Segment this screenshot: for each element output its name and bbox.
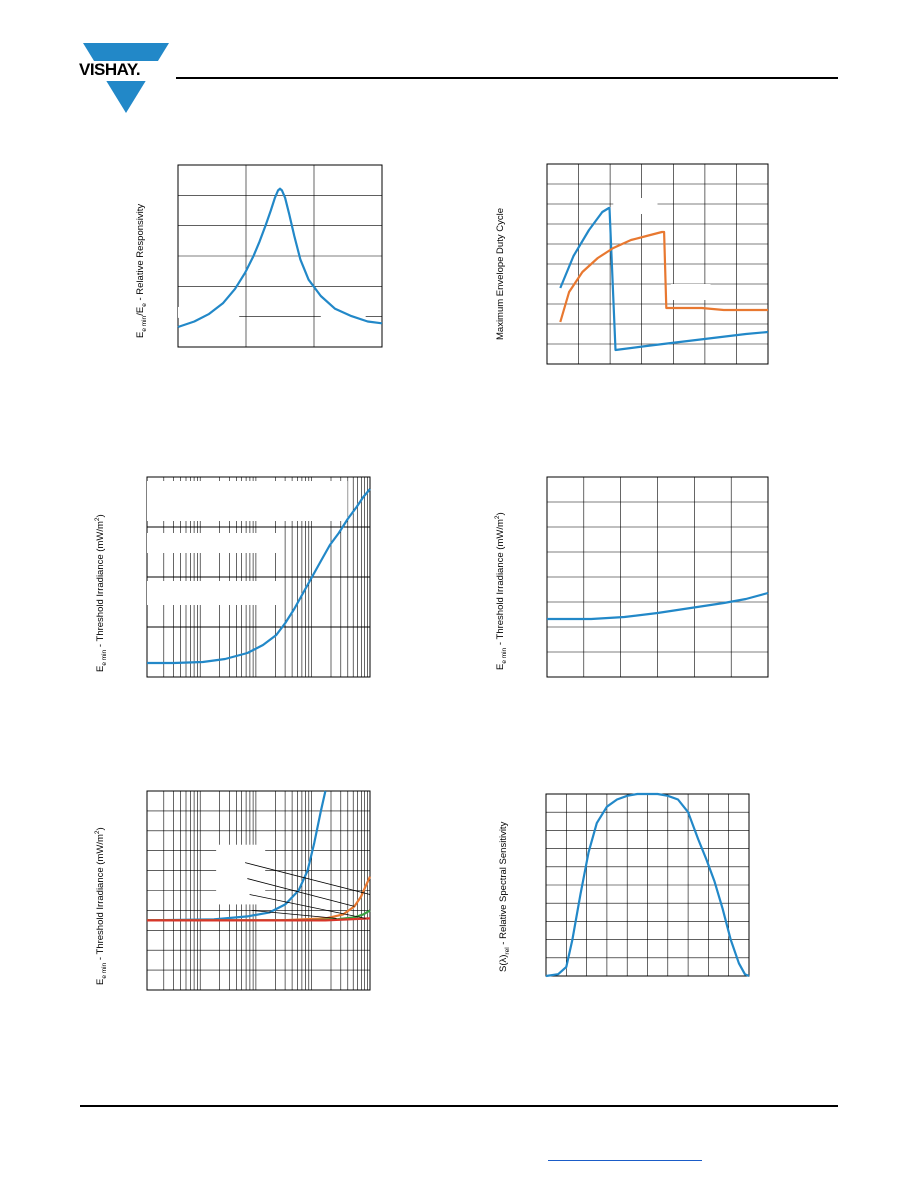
grid-lines xyxy=(546,794,749,976)
chart-relative-spectral-sensitivity xyxy=(545,792,750,978)
annotation-area xyxy=(147,533,281,553)
chart-threshold-irradiance-linear xyxy=(546,476,769,678)
series-line-0 xyxy=(147,488,371,665)
logo-wordmark: VISHAY. xyxy=(79,60,141,79)
chart-threshold-irradiance-family xyxy=(146,790,372,991)
footer-link-underline[interactable] xyxy=(548,1160,702,1161)
chart-threshold-irradiance-semilog xyxy=(146,476,371,678)
logo-triangle-icon xyxy=(79,43,171,113)
annotation-area xyxy=(216,844,266,905)
vishay-logo: VISHAY. xyxy=(79,41,171,115)
series-line-0 xyxy=(559,206,769,352)
series-line-3 xyxy=(147,917,371,922)
grid-lines xyxy=(178,165,382,347)
series-line-0 xyxy=(547,591,769,621)
annotation-area xyxy=(178,306,240,318)
grid-lines xyxy=(547,164,768,364)
series-line-1 xyxy=(559,230,768,323)
series-line-0 xyxy=(146,790,327,922)
series-line-0 xyxy=(177,187,383,329)
annotation-area xyxy=(613,198,658,214)
leader-lines xyxy=(245,862,371,919)
footer-rule xyxy=(80,1105,838,1107)
leader-line xyxy=(245,862,371,895)
chart-relative-responsivity xyxy=(177,164,383,348)
header-rule xyxy=(176,77,838,79)
leader-line xyxy=(247,878,355,907)
annotation-area xyxy=(147,581,281,605)
chart-max-envelope-duty-cycle xyxy=(546,163,769,365)
annotation-area xyxy=(147,481,348,521)
leader-line xyxy=(251,910,337,919)
series-line-0 xyxy=(545,792,750,978)
annotation-area xyxy=(670,284,711,300)
grid-lines xyxy=(547,477,768,677)
leader-line xyxy=(249,894,366,919)
